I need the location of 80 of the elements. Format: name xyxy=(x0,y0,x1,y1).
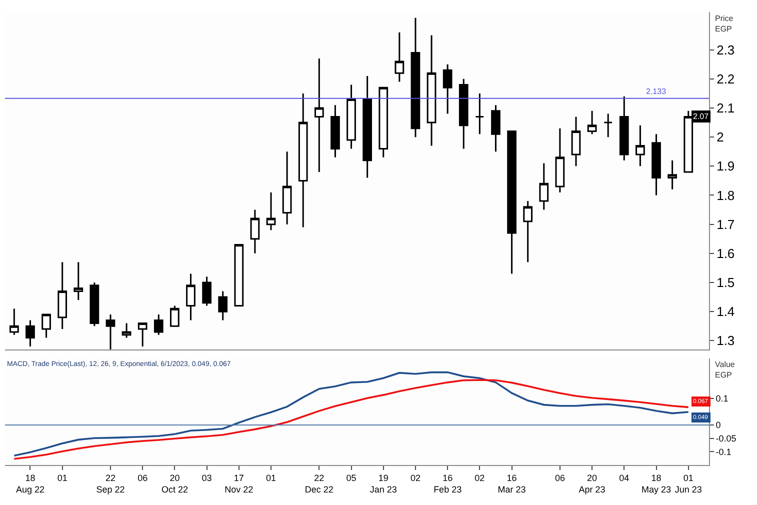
x-tick-label: 02 xyxy=(410,472,420,483)
candlestick xyxy=(619,96,629,162)
candlestick xyxy=(250,209,260,254)
candlestick xyxy=(378,86,388,158)
x-tick-label: 20 Apr 23 xyxy=(578,472,606,494)
candlestick xyxy=(170,305,180,327)
candlestick xyxy=(442,64,452,115)
candlestick xyxy=(539,162,549,211)
x-tick-label: 16 Feb 23 xyxy=(434,472,462,494)
y-tick-label: 2.2 xyxy=(716,71,735,86)
x-tick-label: 19 Jan 23 xyxy=(370,472,397,494)
candlestick xyxy=(571,116,581,167)
x-tick-label: 22 Sep 22 xyxy=(96,472,125,494)
candlestick xyxy=(491,104,500,152)
candlestick xyxy=(523,200,533,263)
y-axis-title: Price EGP xyxy=(715,14,734,34)
y-tick-label: 2.3 xyxy=(716,42,735,58)
y-tick-label: 1.5 xyxy=(716,275,735,290)
x-tick-label: 04 xyxy=(619,472,630,483)
candlestick xyxy=(587,110,597,135)
candlestick xyxy=(282,150,292,226)
candlestick xyxy=(603,113,613,138)
candlestick xyxy=(410,17,420,138)
candlestick xyxy=(394,32,404,83)
candlestick xyxy=(636,124,645,167)
candlestick xyxy=(426,34,436,147)
y-tick-label: 1.8 xyxy=(716,188,735,203)
x-tick-label: 18 May 23 xyxy=(642,472,672,494)
candlestick xyxy=(266,192,276,231)
x-tick-label: 01 xyxy=(57,472,68,483)
x-tick-label: 20 Oct 22 xyxy=(161,472,188,494)
y-tick-label: 1.4 xyxy=(716,304,735,320)
y-tick-label: -0.05 xyxy=(716,434,736,444)
candlestick xyxy=(652,133,661,196)
y-tick-label: 0 xyxy=(716,420,721,430)
y-axis-title: Value EGP xyxy=(715,360,736,380)
y-tick-label: 1.6 xyxy=(716,246,735,261)
annotation: 2.07 xyxy=(693,112,710,121)
candlestick xyxy=(122,322,132,339)
candlestick xyxy=(9,308,19,336)
x-tick-label: 16 Mar 23 xyxy=(498,472,526,494)
y-tick-label: 1.9 xyxy=(716,158,735,174)
candlestick xyxy=(475,92,484,135)
x-tick-label: 22 Dec 22 xyxy=(304,472,334,494)
y-tick-label: 1.7 xyxy=(716,216,735,232)
candlestick xyxy=(346,84,356,150)
y-tick-label: 2.1 xyxy=(716,100,735,116)
x-tick-label: 18 Aug 22 xyxy=(16,472,44,494)
x-tick-label: 17 Nov 22 xyxy=(224,472,254,494)
candlestick xyxy=(154,314,164,336)
candlestick xyxy=(26,320,35,348)
x-tick-label: 02 xyxy=(474,472,485,483)
candlestick xyxy=(555,128,565,194)
x-tick-label: 01 Jun 23 xyxy=(674,472,702,494)
ref-line-label: 2.133 xyxy=(646,87,667,96)
candlestick xyxy=(330,104,340,158)
candlestick xyxy=(218,290,228,322)
candlestick xyxy=(58,261,68,330)
candlestick xyxy=(314,58,324,173)
candlestick xyxy=(362,75,372,179)
y-tick-label: 2 xyxy=(716,130,724,145)
y-tick-label: 0.1 xyxy=(716,394,728,404)
candlestick xyxy=(90,282,100,327)
candlestick xyxy=(507,130,516,275)
x-tick-label: 03 xyxy=(202,472,212,483)
candlestick xyxy=(458,78,468,150)
candlestick xyxy=(74,261,84,301)
x-tick-label: 05 xyxy=(346,472,356,483)
candlestick xyxy=(186,273,196,322)
x-tick-label: 06 xyxy=(138,472,148,483)
y-tick-label: 1.3 xyxy=(716,333,735,348)
candlestick xyxy=(42,314,51,339)
candlestick xyxy=(202,276,212,307)
candlestick xyxy=(668,160,677,190)
x-tick-label: 06 xyxy=(554,472,565,483)
x-tick-label: 01 xyxy=(266,472,276,483)
candlestick xyxy=(234,244,244,307)
candlestick xyxy=(298,92,308,228)
y-tick-label: -0.1 xyxy=(716,446,732,457)
candlestick xyxy=(138,322,148,348)
